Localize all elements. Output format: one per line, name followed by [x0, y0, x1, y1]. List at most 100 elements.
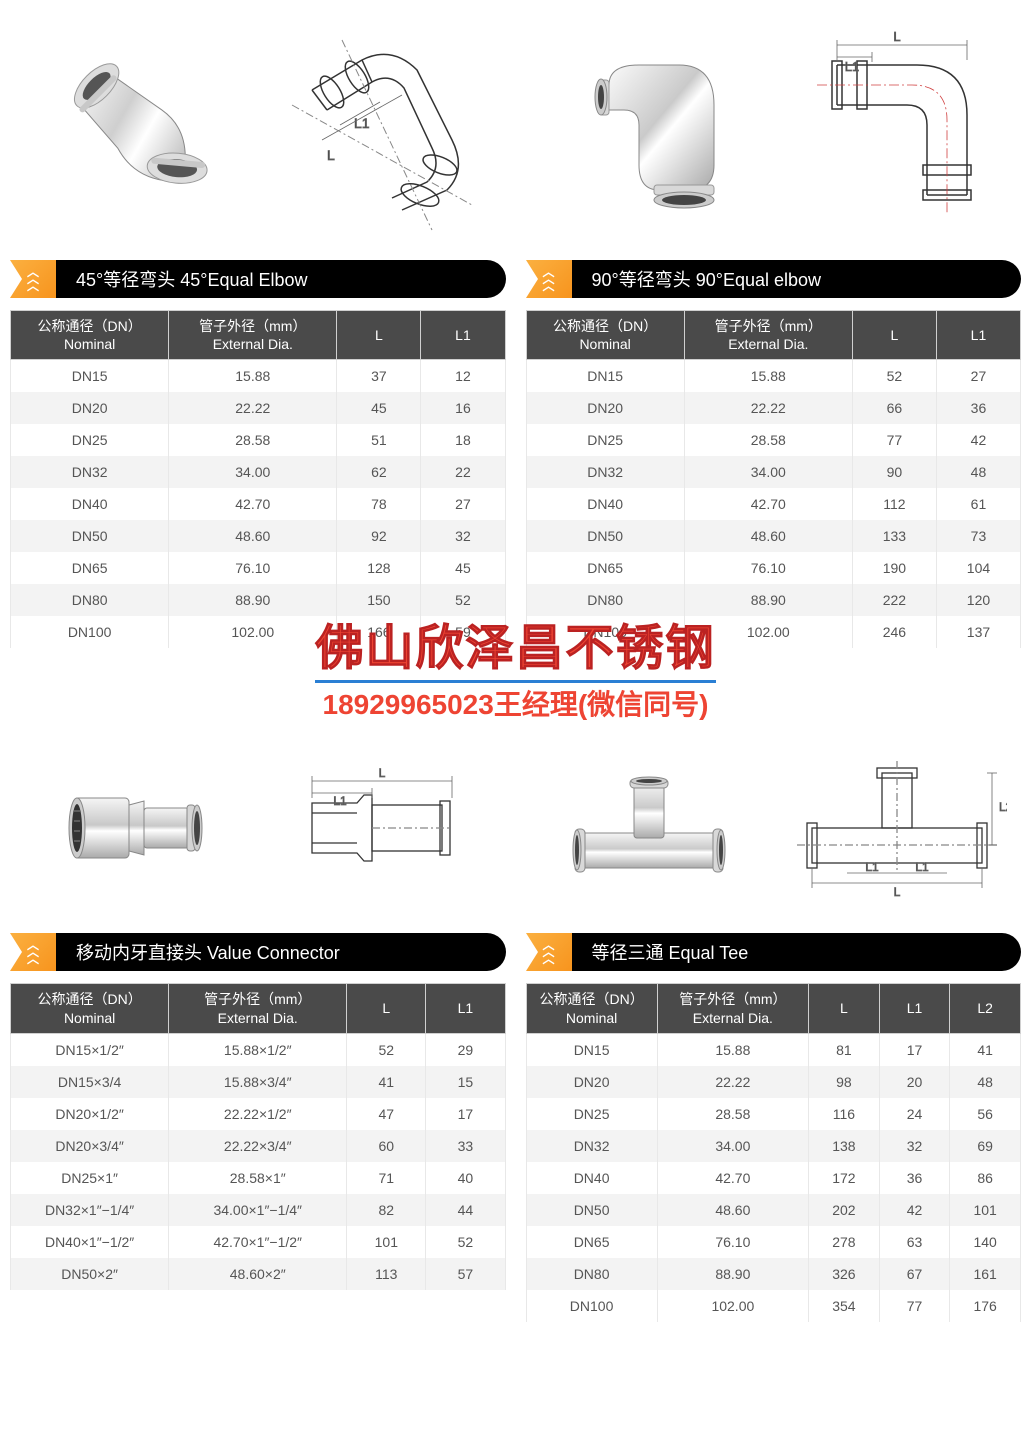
table-cell: 150 — [337, 584, 421, 616]
col-header: L — [809, 984, 880, 1033]
table-row: DN8088.9015052 — [11, 584, 506, 616]
table-row: DN50×2″48.60×2″11357 — [11, 1258, 506, 1290]
table-cell: 45 — [421, 552, 505, 584]
col-header: L1 — [879, 984, 950, 1033]
table-cell: DN50 — [526, 520, 684, 552]
table-cell: 161 — [950, 1258, 1021, 1290]
table-cell: 202 — [809, 1194, 880, 1226]
table-row: DN5048.6020242101 — [526, 1194, 1021, 1226]
table-cell: DN40 — [11, 488, 169, 520]
col-header: L1 — [421, 311, 505, 360]
table-row: DN15×3/415.88×3/4″4115 — [11, 1066, 506, 1098]
table-cell: 137 — [936, 616, 1020, 648]
col-header: L1 — [426, 984, 505, 1033]
table-row: DN2528.581162456 — [526, 1098, 1021, 1130]
table-cell: DN25 — [526, 424, 684, 456]
table-cell: DN20×1/2″ — [11, 1098, 169, 1130]
table-row: DN2528.587742 — [526, 424, 1021, 456]
table-cell: 44 — [426, 1194, 505, 1226]
table-cell: 52 — [421, 584, 505, 616]
table-row: DN25×1″28.58×1″7140 — [11, 1162, 506, 1194]
table-cell: 48 — [950, 1066, 1021, 1098]
table-cell: 71 — [347, 1162, 426, 1194]
table-cell: 69 — [950, 1130, 1021, 1162]
table-cell: 42.70 — [657, 1162, 808, 1194]
table-cell: 12 — [421, 360, 505, 393]
table-cell: DN100 — [11, 616, 169, 648]
table-row: DN1515.885227 — [526, 360, 1021, 393]
connector-table: 公称通径（DN）Nominal管子外径（mm）External Dia.LL1 … — [10, 983, 506, 1289]
table-cell: 176 — [950, 1290, 1021, 1322]
watermark-contact: 王经理(微信同号) — [494, 689, 709, 720]
elbow90-photo — [526, 25, 774, 225]
table-cell: 34.00 — [684, 456, 852, 488]
table-cell: 222 — [852, 584, 936, 616]
table-cell: 17 — [879, 1033, 950, 1066]
table-cell: 172 — [809, 1162, 880, 1194]
table-cell: 42 — [879, 1194, 950, 1226]
table-row: DN2022.22982048 — [526, 1066, 1021, 1098]
table-cell: 76.10 — [657, 1226, 808, 1258]
table-cell: 78 — [337, 488, 421, 520]
table-cell: 48.60×2″ — [169, 1258, 347, 1290]
table-cell: DN25 — [11, 424, 169, 456]
table-cell: 48.60 — [169, 520, 337, 552]
table-row: DN4042.701723686 — [526, 1162, 1021, 1194]
table-cell: 246 — [852, 616, 936, 648]
label-L1: L1 — [865, 860, 879, 874]
label-L1: L1 — [333, 794, 347, 808]
table-cell: 51 — [337, 424, 421, 456]
table-cell: DN32×1″−1/4″ — [11, 1194, 169, 1226]
label-L: L — [378, 766, 385, 780]
chevron-icon: ︿︿︿ — [10, 260, 56, 298]
table-cell: DN20 — [11, 392, 169, 424]
table-cell: 82 — [347, 1194, 426, 1226]
table-row: DN100102.00246137 — [526, 616, 1021, 648]
table-row: DN40×1″−1/2″42.70×1″−1/2″10152 — [11, 1226, 506, 1258]
table-row: DN2528.585118 — [11, 424, 506, 456]
table-cell: 77 — [879, 1290, 950, 1322]
col-header: L1 — [936, 311, 1020, 360]
table-cell: 24 — [879, 1098, 950, 1130]
table-cell: 15.88 — [657, 1033, 808, 1066]
table-cell: DN50 — [11, 520, 169, 552]
table-row: DN3234.006222 — [11, 456, 506, 488]
table-cell: 326 — [809, 1258, 880, 1290]
table-cell: 28.58×1″ — [169, 1162, 347, 1194]
table-cell: DN25×1″ — [11, 1162, 169, 1194]
table-cell: 57 — [426, 1258, 505, 1290]
table-cell: 15.88 — [169, 360, 337, 393]
table-cell: 61 — [936, 488, 1020, 520]
table-cell: 66 — [852, 392, 936, 424]
table-cell: 32 — [421, 520, 505, 552]
table-cell: 88.90 — [657, 1258, 808, 1290]
table-cell: 190 — [852, 552, 936, 584]
table-cell: 166 — [337, 616, 421, 648]
upper-diagrams-row: L1 L — [10, 10, 1021, 260]
table-row: DN4042.707827 — [11, 488, 506, 520]
table-cell: DN40 — [526, 488, 684, 520]
label-L: L — [894, 29, 901, 44]
table-cell: 86 — [950, 1162, 1021, 1194]
tee-header: ︿︿︿ 等径三通 Equal Tee — [526, 933, 1022, 971]
tee-drawing: L L1 L1 L2 — [773, 753, 1021, 903]
tee-table: 公称通径（DN）Nominal管子外径（mm）External Dia.LL1L… — [526, 983, 1022, 1321]
table-cell: 133 — [852, 520, 936, 552]
table-cell: 29 — [426, 1033, 505, 1066]
table-cell: DN65 — [526, 552, 684, 584]
connector-title: 移动内牙直接头 Value Connector — [56, 933, 506, 971]
table-cell: 41 — [347, 1066, 426, 1098]
col-header: 管子外径（mm）External Dia. — [169, 984, 347, 1033]
connector-photo — [10, 763, 258, 893]
table-row: DN2022.224516 — [11, 392, 506, 424]
col-header: 管子外径（mm）External Dia. — [684, 311, 852, 360]
table-cell: 52 — [852, 360, 936, 393]
table-cell: DN65 — [526, 1226, 657, 1258]
table-cell: 48.60 — [657, 1194, 808, 1226]
table-row: DN2022.226636 — [526, 392, 1021, 424]
table-cell: DN20×3/4″ — [11, 1130, 169, 1162]
table-cell: 76.10 — [684, 552, 852, 584]
table-row: DN100102.0035477176 — [526, 1290, 1021, 1322]
table-cell: 28.58 — [657, 1098, 808, 1130]
table-cell: 128 — [337, 552, 421, 584]
